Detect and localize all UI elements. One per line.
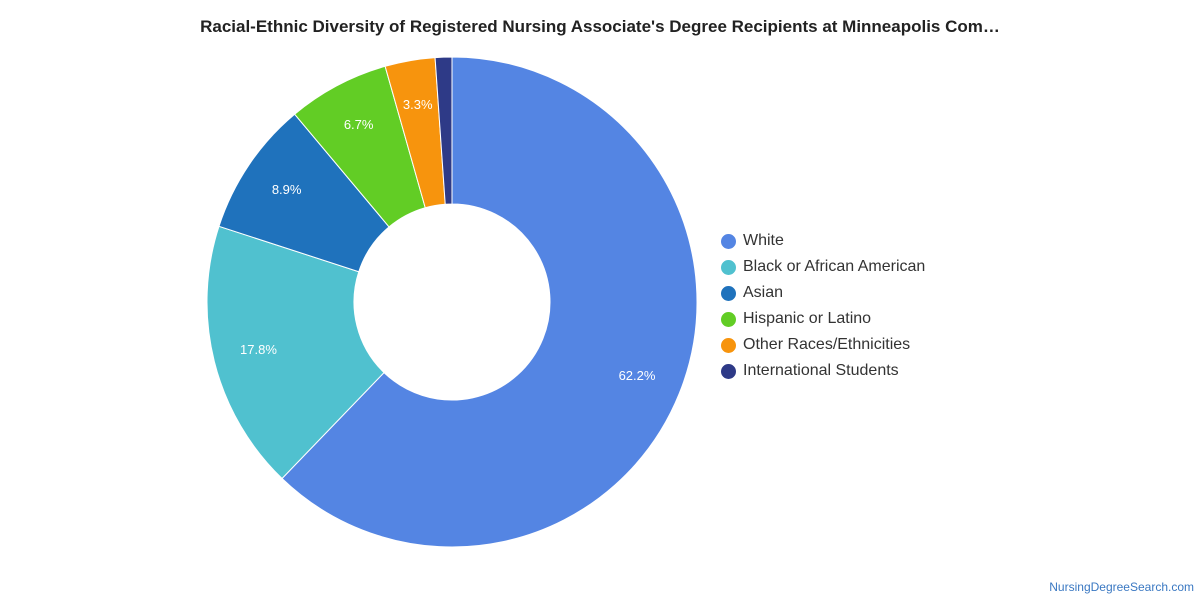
legend-label: Hispanic or Latino — [743, 310, 872, 327]
legend-item-hispanic-or-latino[interactable]: Hispanic or Latino — [721, 306, 925, 332]
data-label-black-or-african-american: 17.8% — [240, 342, 277, 357]
data-label-other-races-ethnicities: 3.3% — [403, 97, 433, 112]
chart-title: Racial-Ethnic Diversity of Registered Nu… — [200, 17, 1000, 36]
legend-swatch — [721, 285, 736, 301]
data-label-asian: 8.9% — [272, 182, 302, 197]
legend-swatch — [721, 363, 736, 379]
legend-label: International Students — [743, 362, 899, 379]
legend-swatch — [721, 259, 736, 275]
legend-item-black-or-african-american[interactable]: Black or African American — [721, 254, 925, 280]
slice-white — [281, 56, 698, 548]
watermark: NursingDegreeSearch.com — [1049, 580, 1194, 594]
legend-label: Black or African American — [743, 258, 926, 275]
legend-label: White — [743, 232, 784, 249]
legend-swatch — [721, 311, 736, 327]
slice-international-students — [434, 56, 453, 205]
legend-label: Other Races/Ethnicities — [743, 336, 911, 353]
legend: White Black or African American Asian Hispa… — [721, 228, 925, 384]
data-label-hispanic-or-latino: 6.7% — [344, 117, 374, 132]
legend-item-white[interactable]: White — [721, 228, 925, 254]
legend-swatch — [721, 233, 736, 249]
legend-item-other-races-ethnicities[interactable]: Other Races/Ethnicities — [721, 332, 925, 358]
legend-item-international-students[interactable]: International Students — [721, 358, 925, 384]
data-label-white: 62.2% — [619, 368, 656, 383]
legend-item-asian[interactable]: Asian — [721, 280, 925, 306]
slice-black-or-african-american — [206, 225, 385, 480]
legend-label: Asian — [743, 284, 784, 301]
legend-swatch — [721, 337, 736, 353]
